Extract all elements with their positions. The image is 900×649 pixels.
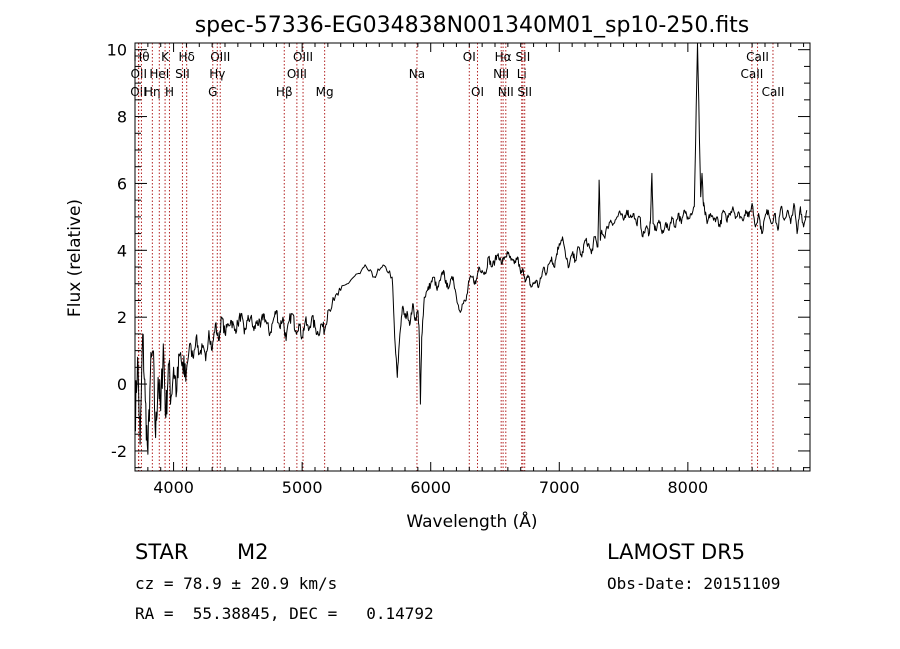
- object-class: STAR: [135, 540, 189, 564]
- line-label-24: SII: [517, 85, 532, 99]
- x-axis-label: Wavelength (Å): [406, 510, 537, 532]
- y-tick-label-0: -2: [111, 442, 127, 461]
- ra-dec-coordinates: RA = 55.38845, DEC = 0.14792: [135, 604, 434, 623]
- line-label-26: CaII: [740, 67, 763, 81]
- line-label-3: Hη: [144, 85, 161, 99]
- line-label-8: SII: [175, 67, 190, 81]
- line-label-9: OIII: [210, 50, 230, 64]
- line-label-21: NII: [498, 85, 514, 99]
- x-tick-label-4: 8000: [667, 478, 708, 497]
- line-label-19: Hα: [495, 50, 512, 64]
- y-tick-label-6: 10: [107, 41, 127, 60]
- line-label-20: NII: [493, 67, 509, 81]
- y-tick-label-1: 0: [117, 375, 127, 394]
- y-tick-label-4: 6: [117, 174, 127, 193]
- line-label-6: H: [165, 85, 174, 99]
- line-label-18: OI: [471, 85, 484, 99]
- line-label-7: Hδ: [178, 50, 194, 64]
- x-tick-label-0: 4000: [153, 478, 194, 497]
- y-tick-label-5: 8: [117, 108, 127, 127]
- line-label-23: Li: [517, 67, 527, 81]
- plot-frame: [134, 42, 811, 472]
- line-label-11: G: [208, 85, 217, 99]
- y-axis-label: Flux (relative): [65, 199, 85, 317]
- line-label-14: OIII: [287, 67, 307, 81]
- x-tick-label-2: 6000: [410, 478, 451, 497]
- line-label-5: K: [161, 50, 170, 64]
- spectrum-line: [134, 42, 808, 455]
- object-subclass: M2: [237, 540, 269, 564]
- y-tick-label-2: 2: [117, 308, 127, 327]
- line-label-4: HeI: [149, 67, 169, 81]
- chart-title: spec-57336-EG034838N001340M01_sp10-250.f…: [195, 13, 750, 38]
- line-label-15: Mg: [316, 85, 334, 99]
- axis-ticks: 4000 5000 6000 7000 8000 -2 0 2 4 6 8 10: [107, 41, 810, 497]
- line-label-25: CaII: [746, 50, 769, 64]
- line-label-13: OIII: [293, 50, 313, 64]
- line-label-1: OII: [130, 67, 147, 81]
- x-tick-label-3: 7000: [539, 478, 580, 497]
- spectrum-series: [134, 42, 808, 455]
- redshift-velocity: cz = 78.9 ± 20.9 km/s: [135, 574, 338, 593]
- line-label-27: CaII: [762, 85, 785, 99]
- line-label-2: Hθ: [133, 50, 149, 64]
- line-label-12: Hβ: [276, 85, 293, 99]
- y-tick-label-3: 4: [117, 241, 127, 260]
- line-label-16: Na: [409, 67, 425, 81]
- line-label-10: Hγ: [209, 67, 225, 81]
- observation-date: Obs-Date: 20151109: [607, 574, 781, 593]
- line-label-22: SII: [516, 50, 531, 64]
- x-tick-label-1: 5000: [282, 478, 323, 497]
- survey-name: LAMOST DR5: [607, 540, 746, 564]
- line-label-17: OI: [463, 50, 476, 64]
